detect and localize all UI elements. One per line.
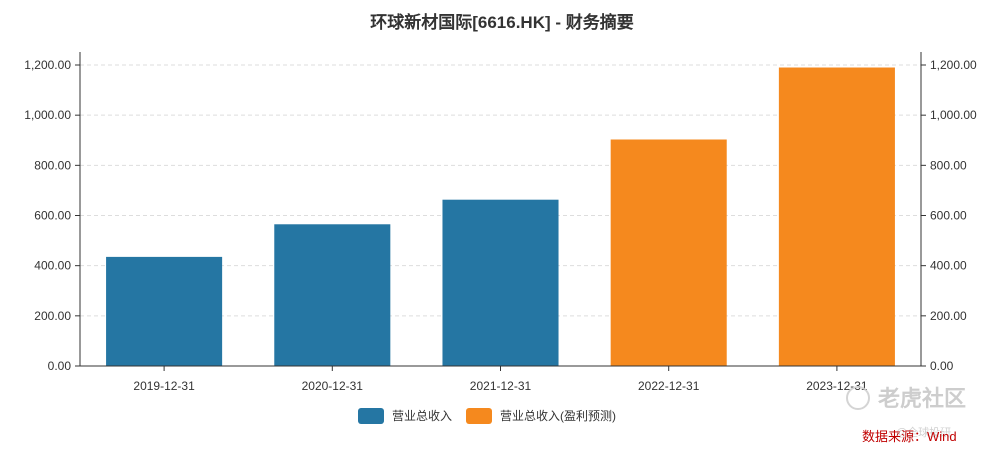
watermark-logo-icon (846, 386, 870, 410)
legend-swatch (358, 408, 384, 424)
legend-label: 营业总收入 (392, 409, 452, 423)
bar-2019-12-31[interactable] (106, 256, 223, 366)
legend-item[interactable]: 营业总收入(盈利预测) (466, 408, 616, 424)
chart-title: 环球新材国际[6616.HK] - 财务摘要 (370, 12, 634, 32)
bar-2020-12-31[interactable] (274, 224, 391, 366)
legend-label: 营业总收入(盈利预测) (500, 409, 616, 423)
x-tick-label: 2023-12-31 (806, 379, 868, 393)
data-source: 数据来源：Wind (862, 429, 957, 444)
legend-item[interactable]: 营业总收入 (358, 408, 452, 424)
y-tick-label-right: 200.00 (930, 309, 967, 323)
x-tick-label: 2022-12-31 (638, 379, 700, 393)
x-tick-label: 2020-12-31 (302, 379, 364, 393)
bar-2022-12-31[interactable] (610, 139, 727, 366)
legend[interactable]: 营业总收入 营业总收入(盈利预测) (358, 408, 616, 424)
bar-2023-12-31[interactable] (778, 67, 895, 366)
y-tick-label-right: 600.00 (930, 209, 967, 223)
axes: 0.00 0.00 200.00 200.00 400.00 400.00 600.00 60… (24, 52, 977, 393)
y-tick-label-right: 800.00 (930, 158, 967, 172)
x-tick-label: 2021-12-31 (470, 379, 532, 393)
y-tick-label: 1,200.00 (24, 58, 71, 72)
legend-swatch (466, 408, 492, 424)
y-tick-label-right: 1,000.00 (930, 108, 977, 122)
watermark-text: 老虎社区 (877, 386, 966, 411)
y-tick-label-right: 400.00 (930, 259, 967, 273)
x-tick-label: 2019-12-31 (133, 379, 195, 393)
y-tick-label: 1,000.00 (24, 108, 71, 122)
watermark-subtext: @全球投研 (896, 425, 951, 439)
y-tick-label: 200.00 (34, 309, 71, 323)
y-tick-label-right: 0.00 (930, 359, 954, 373)
bar-group (106, 67, 895, 366)
y-tick-label-right: 1,200.00 (930, 58, 977, 72)
y-tick-label: 600.00 (34, 209, 71, 223)
watermark: 老虎社区 @全球投研 (846, 386, 966, 439)
y-tick-label: 0.00 (48, 359, 72, 373)
y-tick-label: 400.00 (34, 259, 71, 273)
y-tick-label: 800.00 (34, 158, 71, 172)
bar-2021-12-31[interactable] (442, 199, 559, 366)
